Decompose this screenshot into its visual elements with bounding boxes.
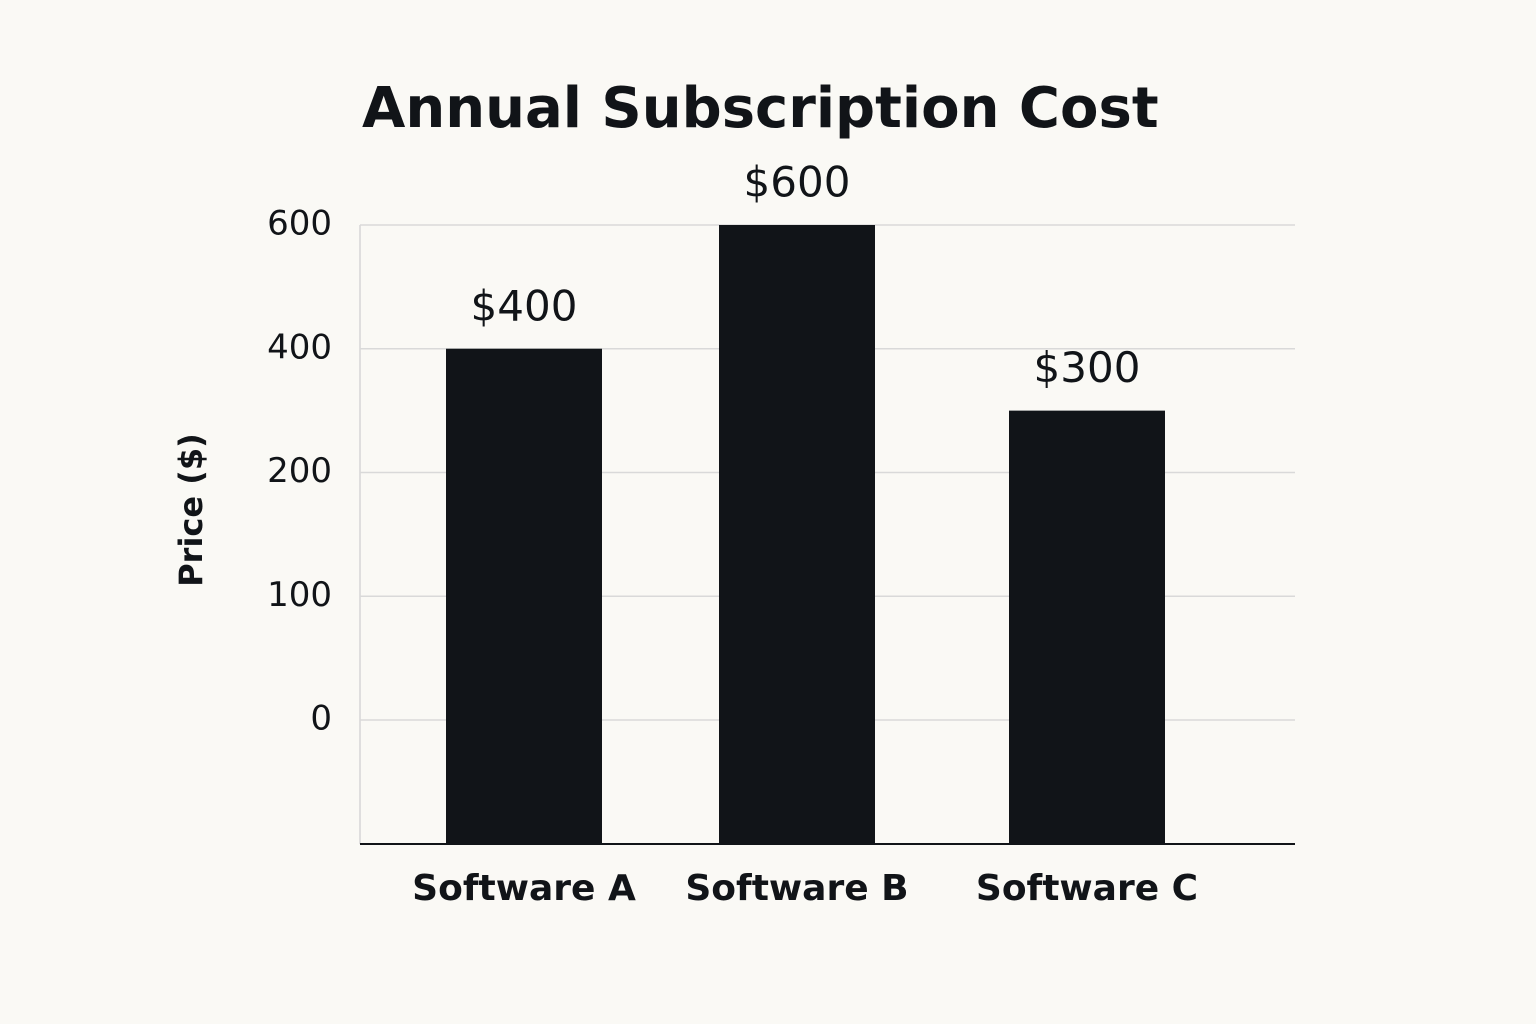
y-tick-label: 400 (267, 327, 332, 367)
y-tick-label: 600 (267, 204, 332, 244)
y-tick-label: 100 (267, 575, 332, 615)
x-tick-label: Software C (976, 868, 1198, 909)
y-axis-label: Price ($) (172, 433, 210, 587)
chart-title: Annual Subscription Cost (362, 76, 1159, 141)
value-label: $300 (1034, 343, 1141, 392)
x-tick-label: Software B (685, 868, 908, 909)
y-tick-label: 200 (267, 451, 332, 491)
x-tick-label: Software A (412, 868, 636, 909)
bar (719, 225, 875, 844)
y-tick-label: 0 (310, 699, 332, 739)
value-label: $600 (744, 158, 851, 207)
value-label: $400 (471, 281, 578, 330)
bar (446, 348, 602, 844)
bar (1009, 410, 1165, 844)
